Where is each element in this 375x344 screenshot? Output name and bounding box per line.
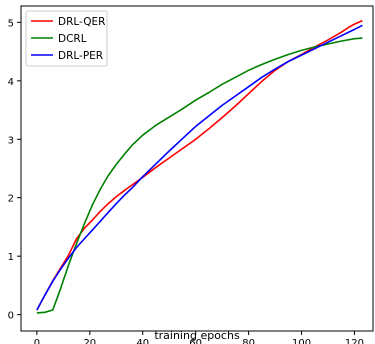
x-axis-ticks: 0 20 40 60 80 100 120 [34,331,364,344]
x-tick-label: 60 [189,338,202,344]
y-tick-label: 2 [8,194,14,205]
plot-frame [20,5,374,332]
y-axis-ticks: 0 1 2 3 4 5 [8,18,21,322]
series-line-drl-per [36,24,363,311]
y-tick-label: 3 [8,135,14,146]
x-tick-label: 40 [136,338,149,344]
y-tick-label: 5 [8,18,14,29]
series-line-dcrl [36,37,363,314]
series-layer [36,19,363,314]
legend-label-drl-per: DRL-PER [58,50,103,62]
x-tick-label: 20 [83,338,96,344]
x-tick-label: 120 [345,338,364,344]
x-tick-label: 100 [292,338,311,344]
y-tick-label: 0 [8,311,14,322]
y-tick-label: 4 [8,77,14,88]
legend-label-dcrl: DCRL [58,33,87,45]
x-tick-label: 80 [242,338,255,344]
legend-box [25,10,108,67]
legend: DRL-QER DCRL DRL-PER [25,10,108,67]
legend-label-drl-qer: DRL-QER [58,16,105,28]
y-tick-label: 1 [8,252,14,263]
x-axis-label: training epochs [154,329,240,342]
plot-area: 0 20 40 60 80 100 120 0 1 2 3 4 5 [8,5,374,344]
x-tick-label: 0 [34,338,40,344]
